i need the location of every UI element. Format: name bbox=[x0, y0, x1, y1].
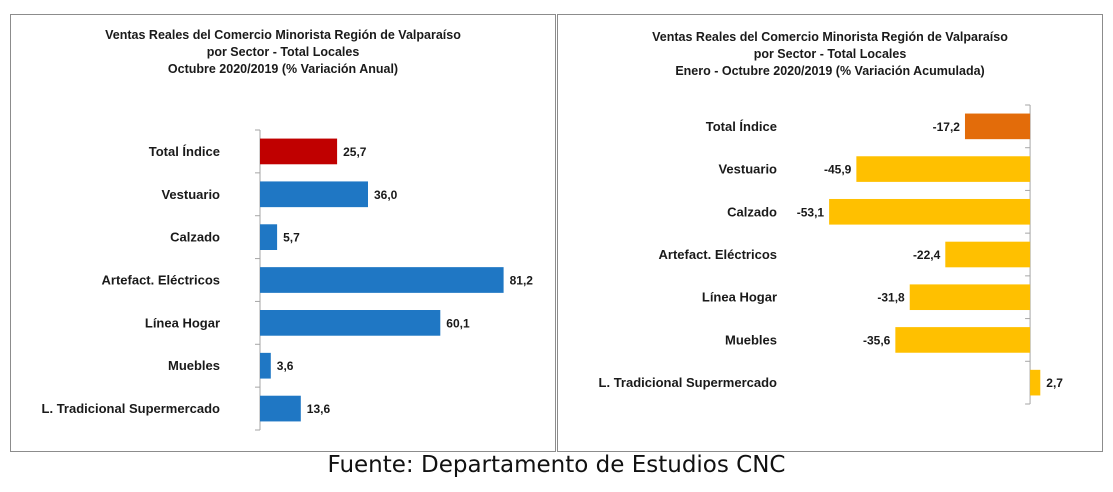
chart-right-data-label: -35,6 bbox=[863, 333, 891, 347]
chart-right-plot: Total Índice -17,2 Vestuario -45,9 Calzado -5… bbox=[599, 104, 1063, 405]
chart-left-bar bbox=[260, 224, 278, 250]
source-caption: Fuente: Departamento de Estudios CNC bbox=[327, 452, 786, 478]
chart-left-title-line-3: Octubre 2020/2019 (% Variación Anual) bbox=[167, 62, 399, 76]
chart-left-panel: Ventas Reales del Comercio Minorista Reg… bbox=[10, 14, 556, 452]
chart-right-category-label: Vestuario bbox=[718, 162, 777, 177]
chart-left-category-label: Calzado bbox=[170, 230, 220, 245]
chart-right-panel: Ventas Reales del Comercio Minorista Reg… bbox=[557, 14, 1103, 452]
chart-right-title-line-2: por Sector - Total Locales bbox=[753, 47, 907, 61]
chart-right-data-label: -45,9 bbox=[824, 163, 852, 177]
chart-right-category-label: Línea Hogar bbox=[702, 290, 777, 305]
chart-right-data-label: 2,7 bbox=[1046, 376, 1063, 390]
chart-right-data-label: -31,8 bbox=[877, 291, 905, 305]
chart-right-category-label: Total Índice bbox=[706, 119, 777, 134]
chart-right-category-label: L. Tradicional Supermercado bbox=[599, 375, 777, 390]
chart-left-data-label: 25,7 bbox=[343, 145, 367, 159]
chart-left-category-label: Total Índice bbox=[149, 144, 220, 159]
chart-left-category-label: L. Tradicional Supermercado bbox=[42, 401, 220, 416]
chart-left-bar bbox=[260, 138, 338, 165]
chart-left-data-label: 5,7 bbox=[283, 231, 300, 245]
chart-left-title-line-2: por Sector - Total Locales bbox=[206, 45, 360, 59]
chart-right-title-line-3: Enero - Octubre 2020/2019 (% Variación A… bbox=[675, 64, 985, 78]
chart-right-bar bbox=[829, 198, 1031, 225]
chart-right-category-label: Muebles bbox=[725, 332, 777, 347]
chart-left-plot: Total Índice 25,7 Vestuario 36,0 Calzado 5,7 A… bbox=[42, 129, 534, 431]
chart-right-bar bbox=[1030, 369, 1041, 396]
chart-left-title-line-1: Ventas Reales del Comercio Minorista Reg… bbox=[105, 28, 461, 42]
chart-right-bar bbox=[964, 113, 1031, 140]
chart-right-data-label: -17,2 bbox=[933, 120, 961, 134]
chart-left-category-label: Vestuario bbox=[161, 187, 220, 202]
chart-right-category-label: Artefact. Eléctricos bbox=[659, 247, 778, 262]
chart-left-category-label: Artefact. Eléctricos bbox=[102, 273, 221, 288]
chart-left-data-label: 81,2 bbox=[510, 274, 534, 288]
chart-left-bar bbox=[260, 310, 441, 336]
chart-left-category-label: Muebles bbox=[168, 358, 220, 373]
chart-right-data-label: -22,4 bbox=[913, 248, 941, 262]
chart-right-bar bbox=[909, 284, 1031, 311]
chart-left-bar bbox=[260, 352, 271, 379]
chart-left-data-label: 13,6 bbox=[307, 402, 331, 416]
chart-left-bar bbox=[260, 181, 368, 208]
chart-left-data-label: 3,6 bbox=[277, 359, 294, 373]
chart-left-data-label: 36,0 bbox=[374, 188, 398, 202]
chart-right-category-label: Calzado bbox=[727, 204, 777, 219]
chart-right-bar bbox=[895, 327, 1031, 353]
chart-right-data-label: -53,1 bbox=[797, 205, 825, 219]
chart-left-bar bbox=[260, 395, 301, 422]
chart-right-bar bbox=[945, 241, 1031, 268]
chart-left-category-label: Línea Hogar bbox=[145, 315, 220, 330]
chart-left-bar bbox=[260, 267, 504, 293]
chart-right-title-line-1: Ventas Reales del Comercio Minorista Reg… bbox=[652, 30, 1008, 44]
chart-right-bar bbox=[856, 156, 1031, 182]
chart-left-data-label: 60,1 bbox=[446, 316, 470, 330]
